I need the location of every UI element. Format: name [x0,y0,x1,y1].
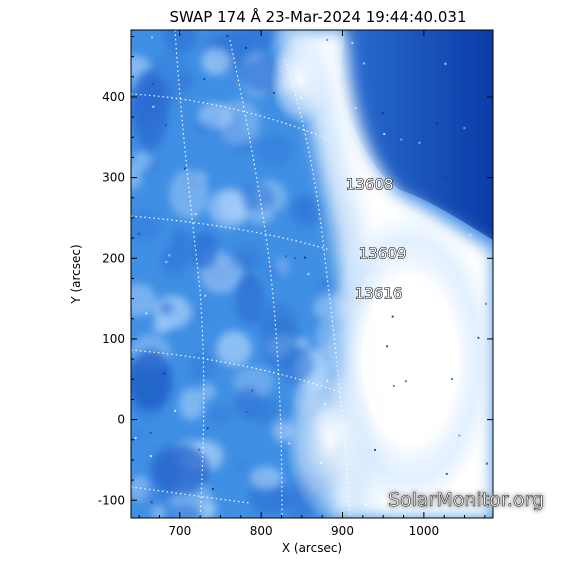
plot-frame [130,29,494,519]
active-region-label-13609: 13609 [359,244,407,262]
x-tick-label: 700 [168,524,191,538]
off-limb-space [340,30,493,240]
y-tick-label: 0 [117,413,125,427]
active-region-label-13616: 13616 [355,285,403,303]
x-tick-label: 900 [331,524,354,538]
euv-solar-image [131,30,493,518]
active-region-labels: 13608 13609 13616 [345,175,407,303]
figure-title: SWAP 174 Å 23-Mar-2024 19:44:40.031 [170,7,467,26]
y-axis: 400 300 200 100 0 -100 [98,35,493,507]
heliographic-grid [131,30,351,518]
y-axis-label: Y (arcsec) [69,244,83,304]
longitude-line [174,30,205,518]
latitude-line [131,486,251,504]
dark-patches [131,70,265,495]
y-tick-label: 200 [102,251,125,265]
y-tick-label: 100 [102,332,125,346]
y-tick-label: 300 [102,171,125,185]
y-tick-label: -100 [98,493,125,507]
latitude-line [131,93,331,141]
x-tick-label: 800 [250,524,273,538]
latitude-line [131,215,331,251]
x-axis-label: X (arcsec) [282,541,342,555]
solarmonitor-watermark: SolarMonitor.org [388,489,544,511]
noise-specks [134,31,488,506]
x-axis: 700 800 900 1000 [138,30,486,538]
active-region-label-13608: 13608 [346,176,394,194]
x-tick-label: 1000 [409,524,440,538]
y-tick-label: 400 [102,90,125,104]
bright-loops [285,360,375,518]
